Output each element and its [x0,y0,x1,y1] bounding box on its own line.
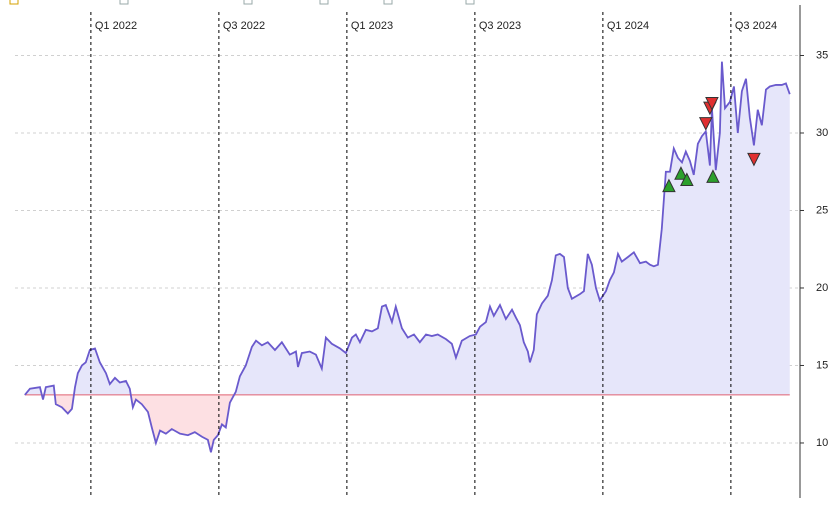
buy-marker [662,178,676,193]
x-tick-label: Q3 2022 [223,20,265,32]
sell-marker [747,152,761,167]
buy-marker [706,169,720,183]
x-tick-label: Q1 2023 [351,20,393,32]
x-tick-label: Q1 2024 [607,20,649,32]
y-tick-label: 35 [816,49,828,61]
buy-marker [680,172,694,186]
x-tick-label: Q1 2022 [95,20,137,32]
sell-marker [705,97,719,111]
area-below [41,394,235,453]
area-above [24,61,790,395]
y-tick-label: 30 [816,127,828,139]
y-tick-label: 20 [816,282,828,294]
x-tick-label: Q3 2024 [735,20,777,32]
y-tick-label: 15 [816,359,828,371]
legend-strip [9,0,475,5]
y-tick-label: 25 [816,204,828,216]
y-tick-label: 10 [816,437,828,449]
buy-marker [674,166,688,180]
price-line [24,61,791,453]
x-tick-label: Q3 2023 [479,20,521,32]
sell-marker [698,117,713,131]
